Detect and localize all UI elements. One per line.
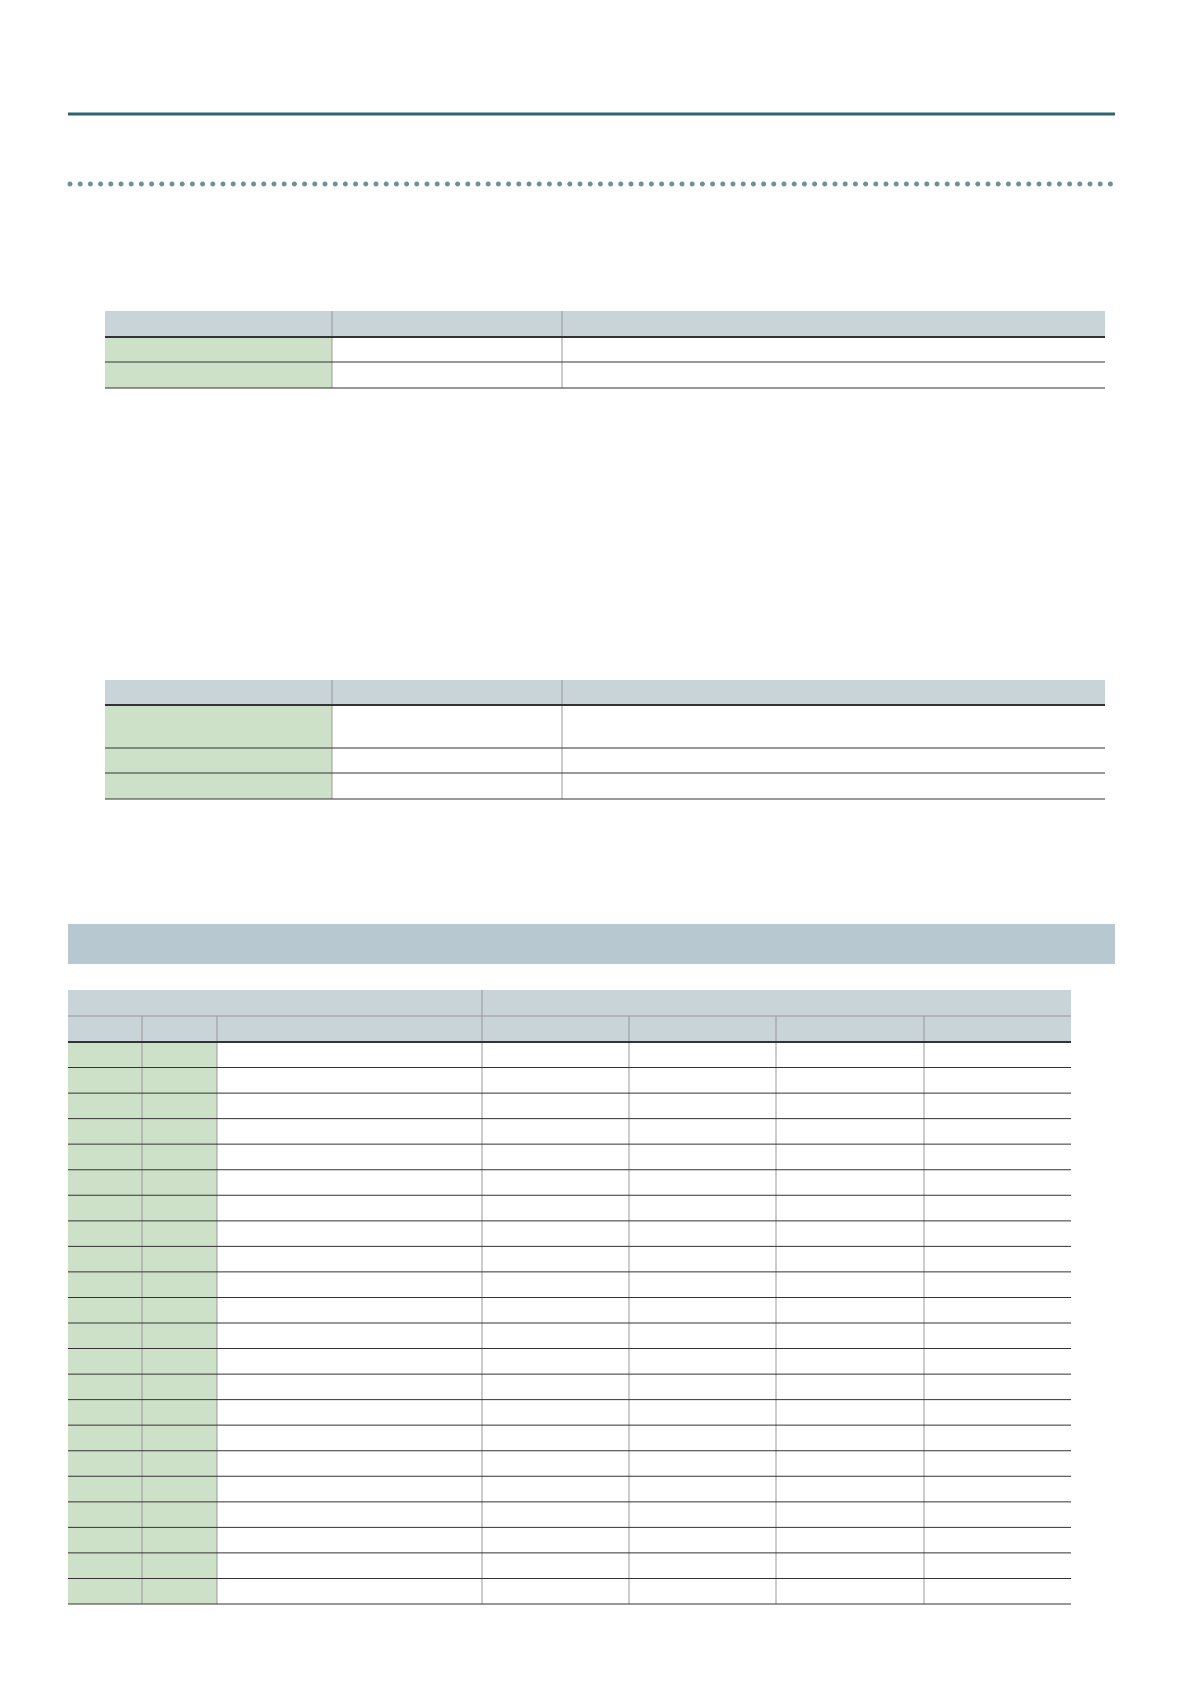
row-label-cell	[105, 337, 332, 362]
table-header	[105, 680, 1105, 705]
table-header	[105, 311, 1105, 337]
row-label-cell	[105, 705, 332, 748]
row-label-cell	[105, 362, 332, 388]
row-label-cell	[105, 748, 332, 773]
row-label-cell	[105, 773, 332, 799]
section-bar	[68, 924, 1115, 964]
